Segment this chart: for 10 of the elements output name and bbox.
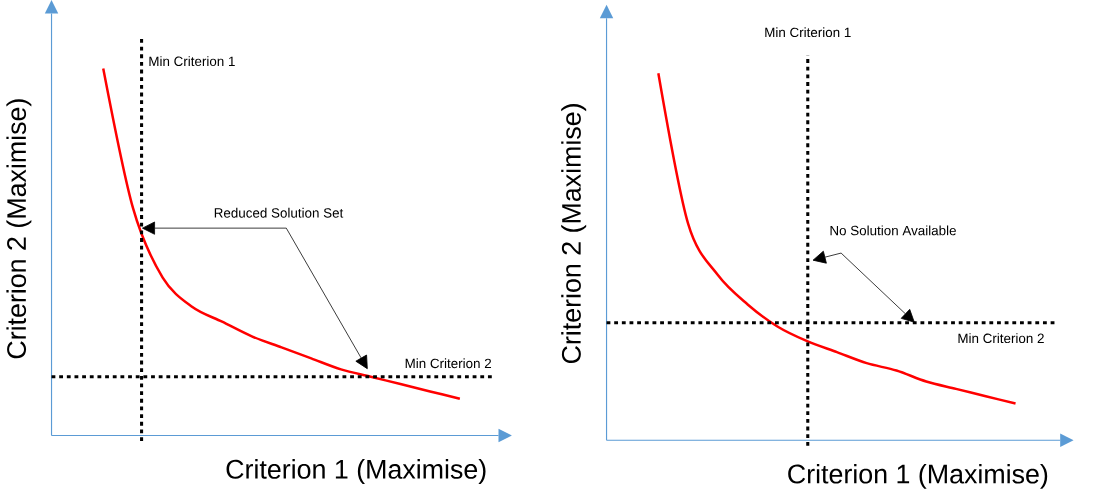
annotation: No Solution Available (830, 225, 956, 236)
y-axis-title: Criterion 2 (Maximise) (561, 104, 587, 363)
ref-line-label: Min Criterion 2 (405, 358, 492, 369)
text: Min Criterion 1 (765, 27, 851, 37)
y-axis-title: Criterion 2 (Maximise) (6, 99, 32, 359)
ref-line-label: Min Criterion 2 (958, 333, 1044, 343)
x-axis-title: Criterion 1 (Maximise) (226, 458, 486, 484)
annotation: Reduced Solution Set (214, 207, 344, 218)
x-axis-title: Criterion 1 (Maximise) (788, 463, 1048, 489)
text: Min Criterion 1 (149, 56, 235, 66)
